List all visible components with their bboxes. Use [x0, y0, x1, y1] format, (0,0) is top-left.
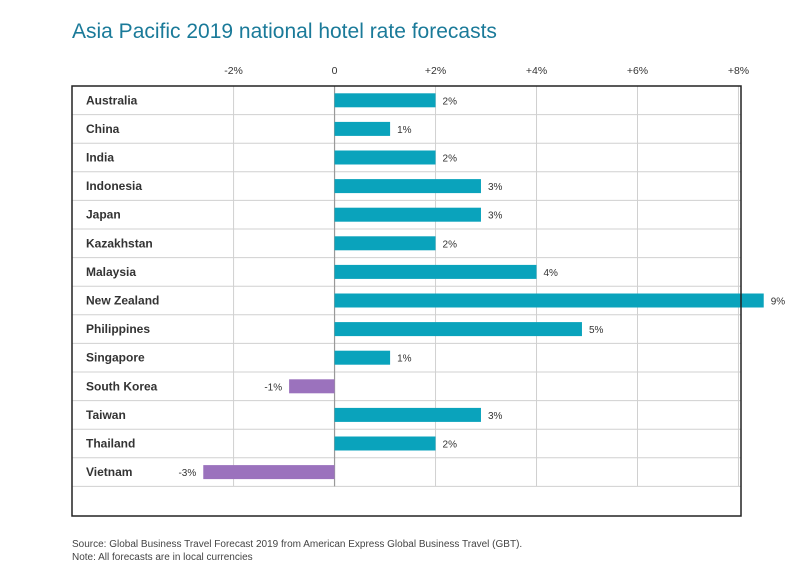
category-label: New Zealand — [86, 294, 159, 308]
category-label: Singapore — [86, 351, 145, 365]
category-label: South Korea — [86, 379, 158, 393]
category-label: Indonesia — [86, 179, 142, 193]
category-label: Australia — [86, 93, 138, 107]
data-label: 2% — [443, 154, 458, 165]
x-tick-label: +6% — [627, 65, 648, 77]
data-label: 9% — [771, 297, 786, 308]
x-tick-label: +8% — [728, 65, 749, 77]
bar-australia — [334, 93, 436, 108]
currency-note: Note: All forecasts are in local currenc… — [72, 552, 253, 563]
category-label: Taiwan — [86, 408, 126, 422]
bar-singapore — [334, 350, 391, 365]
bar-philippines — [334, 322, 582, 337]
chart-title: Asia Pacific 2019 national hotel rate fo… — [72, 20, 497, 43]
data-label: -1% — [264, 382, 282, 393]
bar-vietnam — [203, 465, 335, 480]
category-label: India — [86, 151, 114, 165]
bar-india — [334, 150, 436, 165]
plot-frame — [71, 85, 742, 517]
data-label: 3% — [488, 182, 503, 193]
bar-thailand — [334, 436, 436, 451]
bar-china — [334, 121, 391, 136]
x-tick-label: +2% — [425, 65, 446, 77]
bar-kazakhstan — [334, 236, 436, 251]
data-label: 3% — [488, 411, 503, 422]
bar-new-zealand — [334, 293, 764, 308]
x-tick-label: 0 — [332, 65, 338, 77]
bar-chart: -2% 0 +2% +4% +6% +8% Australia 2% China 1% India 2… — [71, 65, 786, 517]
data-label: 3% — [488, 211, 503, 222]
x-tick-label: +4% — [526, 65, 547, 77]
category-label: Japan — [86, 208, 121, 222]
data-label: 2% — [443, 440, 458, 451]
bar-taiwan — [334, 407, 481, 422]
category-label: China — [86, 122, 120, 136]
category-label: Malaysia — [86, 265, 136, 279]
data-label: 5% — [589, 325, 604, 336]
bar-indonesia — [334, 179, 481, 194]
category-label: Kazakhstan — [86, 236, 153, 250]
data-label: 1% — [397, 354, 412, 365]
source-note: Source: Global Business Travel Forecast … — [72, 539, 523, 550]
category-label: Philippines — [86, 322, 150, 336]
bar-malaysia — [334, 264, 537, 279]
chart-footer: Source: Global Business Travel Forecast … — [72, 538, 522, 564]
bar-japan — [334, 207, 481, 222]
data-label: 1% — [397, 125, 412, 136]
x-tick-label: -2% — [224, 65, 243, 77]
category-label: Thailand — [86, 437, 135, 451]
data-label: 2% — [443, 239, 458, 250]
bar-south-korea — [289, 379, 335, 394]
data-label: 4% — [544, 268, 559, 279]
data-label: -3% — [178, 468, 196, 479]
data-label: 2% — [443, 96, 458, 107]
category-label: Vietnam — [86, 465, 132, 479]
